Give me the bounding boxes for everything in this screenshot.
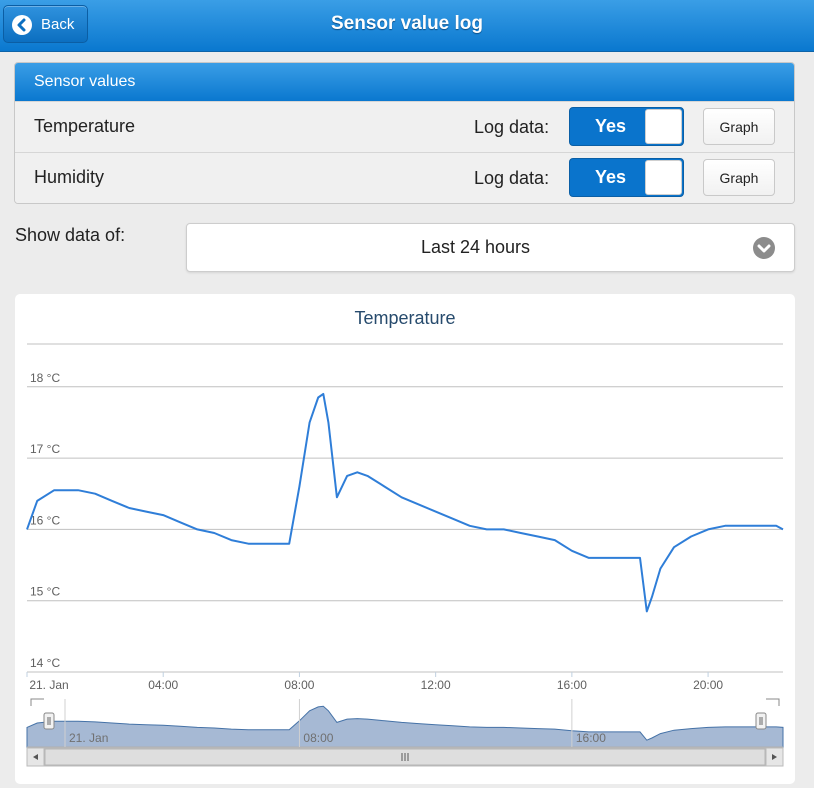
navigator-tick-label: 16:00: [576, 731, 606, 745]
graph-button-humidity[interactable]: Graph: [703, 159, 775, 196]
toggle-knob: [645, 160, 682, 195]
grip-icon: [759, 717, 763, 725]
sensor-row-humidity: Humidity Log data: Yes Graph: [15, 152, 794, 203]
y-tick-label: 15 °C: [30, 585, 60, 599]
y-tick-label: 14 °C: [30, 656, 60, 670]
x-tick-label: 12:00: [421, 678, 451, 692]
panel-title: Sensor values: [15, 63, 794, 101]
arrow-left-icon: [33, 754, 38, 760]
log-data-label: Log data:: [474, 117, 550, 137]
show-data-label: Show data of:: [15, 225, 126, 245]
navigator-tick-label: 08:00: [303, 731, 333, 745]
scrollbar-grip-icon: [401, 753, 409, 761]
y-tick-label: 17 °C: [30, 442, 60, 456]
arrow-right-icon: [772, 754, 777, 760]
log-data-label: Log data:: [474, 168, 550, 188]
page-title: Sensor value log: [330, 13, 484, 34]
back-button-label: Back: [41, 16, 75, 33]
sensor-values-panel: Sensor values Temperature Log data: Yes …: [14, 62, 795, 204]
navigator-right-handle[interactable]: [755, 712, 767, 730]
x-tick-label: 08:00: [284, 678, 314, 692]
sensor-name: Temperature: [34, 116, 136, 136]
x-tick-label: 21. Jan: [29, 678, 68, 692]
temperature-series-line: [26, 392, 784, 613]
toggle-label: Yes: [595, 167, 627, 187]
app-header: Back Sensor value log: [0, 0, 814, 52]
navigator-outline: [30, 698, 780, 706]
chevron-down-icon: [753, 237, 775, 259]
chart-title: Temperature: [354, 308, 455, 328]
sensor-row-temperature: Temperature Log data: Yes Graph: [15, 101, 794, 152]
navigator-left-handle[interactable]: [43, 712, 55, 730]
grip-icon: [47, 717, 51, 725]
x-tick-label: 20:00: [693, 678, 723, 692]
chevron-left-icon: [12, 15, 32, 35]
temperature-chart: Temperature 18 °C 17 °C 16 °C 15 °C 14 °C 21. …: [15, 294, 795, 784]
y-tick-label: 16 °C: [30, 513, 60, 527]
navigator-series-area: [26, 705, 784, 748]
chart-svg: Temperature 18 °C 17 °C 16 °C 15 °C 14 °C 21. …: [26, 308, 784, 767]
log-data-toggle-humidity[interactable]: Yes: [569, 158, 684, 197]
toggle-label: Yes: [595, 116, 627, 136]
x-tick-label: 16:00: [557, 678, 587, 692]
time-range-select[interactable]: Last 24 hours: [186, 223, 795, 272]
x-tick-label: 04:00: [148, 678, 178, 692]
y-tick-label: 18 °C: [30, 371, 60, 385]
sensor-name: Humidity: [34, 167, 105, 187]
navigator-tick-label: 21. Jan: [69, 731, 108, 745]
log-data-toggle-temperature[interactable]: Yes: [569, 107, 684, 146]
graph-button-temperature[interactable]: Graph: [703, 108, 775, 145]
back-button[interactable]: Back: [3, 5, 88, 43]
time-range-value: Last 24 hours: [420, 237, 531, 257]
toggle-knob: [645, 109, 682, 144]
